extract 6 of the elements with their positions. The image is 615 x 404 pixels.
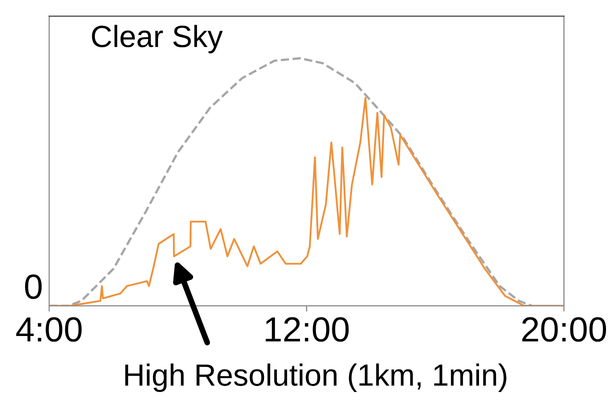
text: 0	[25, 274, 42, 299]
x-tick-label: 4:00	[16, 317, 82, 342]
x-tick-label: 12:00	[266, 317, 349, 342]
series-label: High Resolution (1km, 1min)	[125, 364, 506, 392]
series-label: Clear Sky	[92, 24, 223, 54]
x-tick-label: 20:00	[522, 317, 606, 342]
